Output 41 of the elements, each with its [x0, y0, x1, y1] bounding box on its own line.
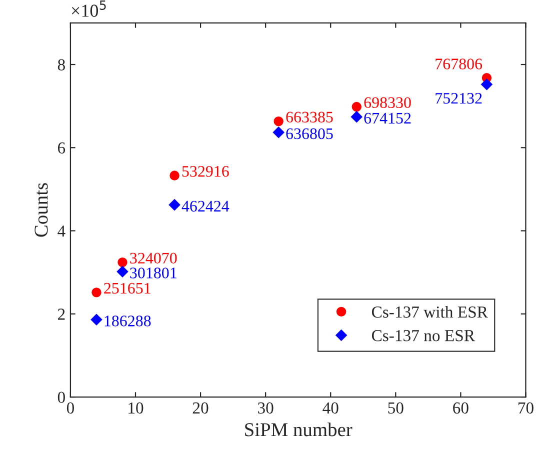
annotation: 663385 [286, 112, 333, 123]
annotation: 698330 [364, 97, 411, 108]
point [352, 102, 362, 112]
text: ×10$^{5}$ [72, 0, 106, 17]
point [118, 257, 128, 268]
x-tick-label: 30 [258, 402, 274, 414]
point [116, 266, 128, 278]
x-tick-label: 70 [518, 402, 534, 414]
annotation: 324070 [130, 252, 177, 264]
annotation: 186288 [104, 316, 151, 326]
annotation: 636805 [286, 128, 333, 140]
annotation: 532916 [182, 166, 229, 177]
y-axis-title: Counts [34, 183, 48, 237]
y-tick-label: 6 [58, 142, 66, 154]
y-tick-label: 8 [58, 59, 65, 70]
point [168, 199, 180, 210]
annotation: 767806 [436, 58, 482, 70]
x-tick-label: 60 [453, 402, 468, 414]
point [272, 126, 284, 138]
y-tick-label: 4 [58, 226, 66, 237]
annotation: 674152 [364, 112, 411, 124]
x-tick-label: 40 [322, 402, 338, 414]
annotation: 251651 [104, 282, 150, 294]
x-tick-label: 50 [388, 402, 404, 414]
point [170, 170, 180, 180]
legend-label: Cs-137 with ESR [372, 306, 488, 318]
point [274, 116, 284, 126]
x-tick-label: 0 [66, 402, 74, 414]
y-tick-label: 2 [58, 308, 65, 320]
x-tick-label: 10 [128, 402, 144, 414]
point [351, 111, 362, 122]
annotation: 462424 [182, 200, 230, 212]
annotation: 301801 [130, 268, 176, 278]
legend-label: Cs-137 no ESR [372, 330, 475, 342]
y-tick-label: 0 [58, 392, 65, 403]
point [92, 288, 102, 298]
point [481, 78, 492, 90]
x-tick-label: 20 [192, 402, 208, 414]
annotation: 752132 [436, 92, 482, 104]
x-axis-title: SiPM number [245, 422, 352, 436]
point [90, 314, 102, 326]
